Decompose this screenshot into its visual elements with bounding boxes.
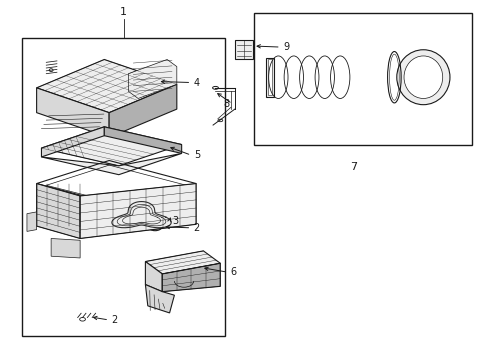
Polygon shape bbox=[145, 251, 220, 274]
Text: 2: 2 bbox=[111, 315, 118, 325]
Ellipse shape bbox=[396, 50, 449, 105]
Polygon shape bbox=[104, 127, 181, 153]
Text: 8: 8 bbox=[224, 99, 229, 109]
Polygon shape bbox=[41, 153, 181, 175]
Ellipse shape bbox=[151, 225, 159, 229]
Polygon shape bbox=[27, 212, 37, 231]
Polygon shape bbox=[37, 59, 177, 113]
Polygon shape bbox=[41, 127, 181, 166]
Text: 2: 2 bbox=[193, 223, 200, 233]
Polygon shape bbox=[109, 84, 177, 138]
Ellipse shape bbox=[148, 223, 162, 231]
Text: 7: 7 bbox=[349, 162, 356, 172]
Polygon shape bbox=[162, 263, 220, 292]
Bar bbox=[265, 58, 273, 97]
Text: 4: 4 bbox=[193, 77, 200, 87]
Ellipse shape bbox=[212, 86, 218, 89]
Polygon shape bbox=[41, 127, 104, 157]
Ellipse shape bbox=[218, 119, 223, 122]
Polygon shape bbox=[80, 184, 196, 238]
Bar bbox=[22, 38, 224, 336]
Bar bbox=[267, 59, 271, 95]
Polygon shape bbox=[51, 238, 80, 258]
Bar bbox=[234, 40, 253, 59]
Text: 9: 9 bbox=[283, 42, 289, 52]
Polygon shape bbox=[145, 261, 162, 292]
Polygon shape bbox=[37, 184, 80, 238]
Polygon shape bbox=[145, 284, 174, 313]
Ellipse shape bbox=[403, 56, 442, 99]
Polygon shape bbox=[128, 59, 177, 99]
Ellipse shape bbox=[49, 69, 53, 72]
Bar bbox=[254, 13, 471, 145]
Text: 1: 1 bbox=[120, 7, 127, 17]
Text: 3: 3 bbox=[172, 216, 178, 226]
Text: 5: 5 bbox=[193, 150, 200, 160]
Ellipse shape bbox=[80, 318, 85, 321]
Polygon shape bbox=[37, 88, 109, 138]
Text: 6: 6 bbox=[229, 267, 236, 277]
